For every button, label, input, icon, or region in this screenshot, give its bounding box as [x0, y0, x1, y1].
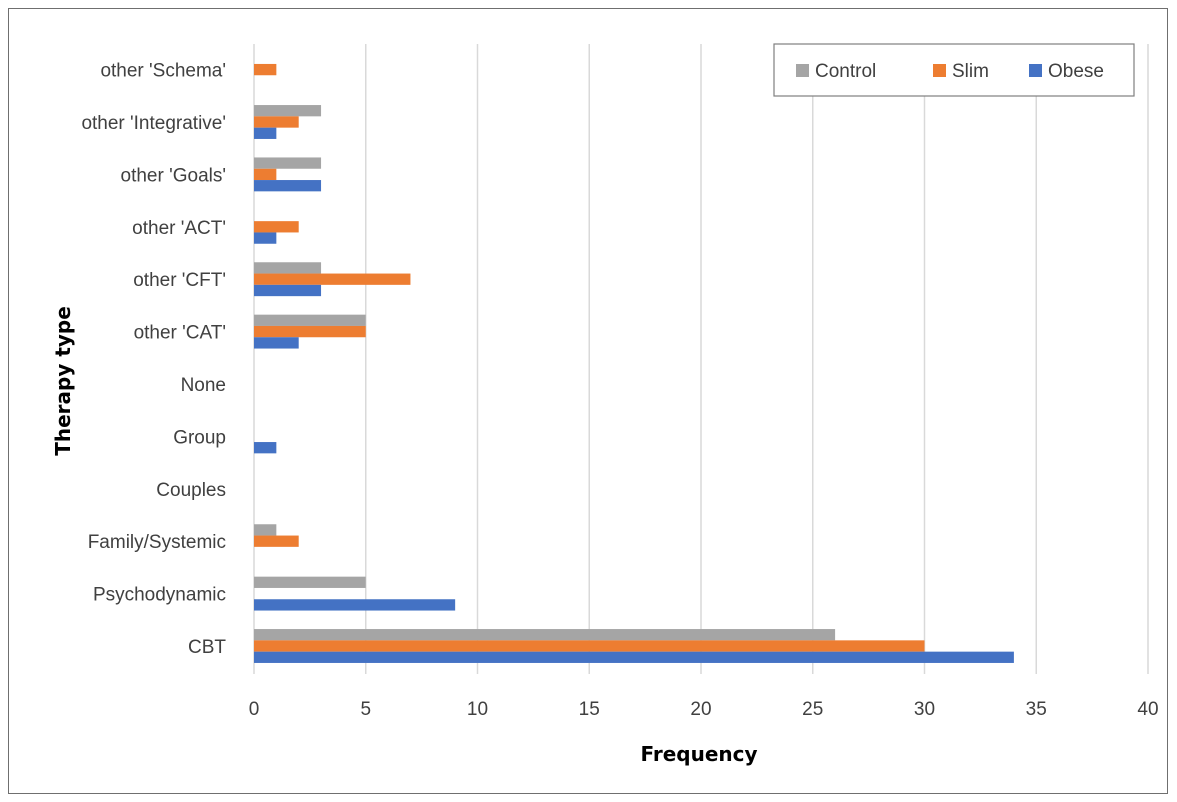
bar-slim: [254, 273, 411, 285]
y-tick-label: other 'CAT': [134, 323, 226, 344]
x-tick-label: 25: [802, 699, 823, 720]
y-tick-label: None: [181, 375, 226, 396]
bar-control: [254, 524, 277, 536]
bar-control: [254, 629, 836, 641]
bar-slim: [254, 168, 277, 181]
x-axis-title: Frequency: [640, 742, 757, 766]
y-tick-label: Couples: [156, 480, 226, 501]
bar-slim: [254, 116, 299, 128]
y-tick-label: other 'Goals': [121, 165, 226, 186]
bar-control: [254, 314, 366, 326]
bar-slim: [254, 640, 925, 652]
bar-obese: [254, 337, 299, 349]
bar-obese: [254, 284, 322, 297]
x-tick-label: 10: [467, 699, 488, 720]
gridlines: [253, 44, 1149, 674]
bar-slim: [254, 325, 366, 338]
x-tick-label: 30: [914, 699, 935, 720]
y-tick-label: Family/Systemic: [88, 532, 226, 553]
bar-control: [254, 105, 322, 117]
y-tick-label: CBT: [188, 637, 226, 658]
y-tick-label: other 'Schema': [100, 61, 226, 82]
y-axis-title: Therapy type: [51, 306, 75, 456]
legend-box: [773, 43, 1135, 97]
x-tick-label: 0: [249, 699, 260, 720]
bar-control: [254, 262, 322, 274]
x-tick-label: 5: [360, 699, 371, 720]
chart-frame: 0 5 10 15 20 25 30 35 40 CBT Psychodynamic Family/…: [8, 8, 1168, 794]
bar-obese: [254, 180, 322, 192]
legend-label-control: Control: [815, 61, 876, 82]
bar-control: [254, 576, 366, 588]
legend-swatch-slim: [933, 64, 946, 77]
y-tick-label: Group: [173, 427, 226, 448]
bar-obese: [254, 232, 277, 244]
y-tick-label: other 'Integrative': [81, 113, 226, 134]
x-tick-label: 35: [1026, 699, 1047, 720]
x-tick-label: 15: [579, 699, 600, 720]
x-tick-label: 20: [690, 699, 711, 720]
bar-obese: [254, 599, 456, 611]
bar-slim: [254, 535, 299, 547]
therapy-type-bar-chart: 0 5 10 15 20 25 30 35 40 CBT Psychodynamic Family/…: [51, 43, 1159, 766]
x-tick-labels: 0 5 10 15 20 25 30 35 40: [249, 699, 1159, 720]
bar-control: [254, 157, 322, 169]
bar-obese: [254, 127, 277, 139]
y-tick-label: other 'CFT': [133, 270, 226, 291]
legend-label-slim: Slim: [952, 61, 989, 82]
x-tick-label: 40: [1137, 699, 1158, 720]
bar-obese: [254, 442, 277, 454]
bars: [254, 63, 1014, 663]
y-tick-label: other 'ACT': [132, 218, 226, 239]
legend-label-obese: Obese: [1048, 61, 1104, 82]
y-tick-label: Psychodynamic: [93, 585, 226, 606]
legend: Control Slim Obese: [773, 43, 1135, 97]
bar-slim: [254, 63, 277, 76]
legend-swatch-obese: [1029, 64, 1042, 77]
bar-slim: [254, 221, 299, 233]
legend-swatch-control: [796, 64, 809, 77]
bar-obese: [254, 651, 1014, 663]
y-tick-labels: CBT Psychodynamic Family/Systemic Couples Gr…: [81, 61, 226, 658]
